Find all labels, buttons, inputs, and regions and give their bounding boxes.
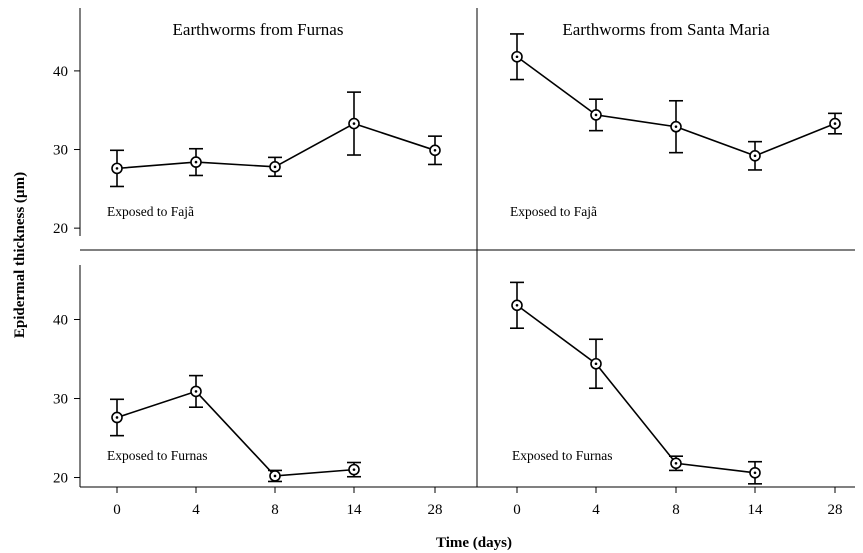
panel-title-furnas: Earthworms from Furnas <box>173 20 344 39</box>
bottom-right-xtick-label-14: 14 <box>748 502 764 518</box>
chart-marks: 20 30 40 20 30 40 0 4 8 14 28 0 4 8 14 28 <box>53 33 843 518</box>
top-left-point-center-4 <box>194 160 198 164</box>
x-axis-title: Time (days) <box>436 535 512 551</box>
top-left-point-center-14 <box>352 122 356 125</box>
bottom-right-point-center-4 <box>594 362 598 366</box>
bottom-right-point-center-8 <box>674 461 678 465</box>
panel-frame <box>79 8 855 488</box>
bottom-left-xtick-label-28: 28 <box>428 502 443 518</box>
top-left-ytick-label-40: 40 <box>53 64 68 80</box>
annotation-bottom-left: Exposed to Furnas <box>107 448 208 463</box>
bottom-left-point-center-8 <box>273 474 277 478</box>
bottom-left-xtick-label-4: 4 <box>192 502 200 518</box>
bottom-left-ytick-label-30: 30 <box>53 392 68 408</box>
annotation-top-right: Exposed to Fajã <box>510 204 597 219</box>
bottom-right-xtick-label-0: 0 <box>513 502 521 518</box>
y-axis-title: Epidermal thickness (µm) <box>12 172 28 338</box>
bottom-left-ytick-label-20: 20 <box>53 471 68 487</box>
bottom-left-series-line <box>116 390 355 477</box>
bottom-left-point-center-14 <box>352 468 356 471</box>
bottom-right-series-line <box>516 304 756 474</box>
top-right-point-center-14 <box>753 154 757 158</box>
bottom-right-point-center-14 <box>753 471 757 475</box>
bottom-left-xtick-label-8: 8 <box>271 502 279 518</box>
bottom-left-xtick-label-0: 0 <box>113 502 121 518</box>
top-right-point-center-8 <box>674 125 678 129</box>
bottom-right-xtick-label-28: 28 <box>828 502 843 518</box>
bottom-left-ytick-label-40: 40 <box>53 313 68 329</box>
bottom-right-point-center-0 <box>515 303 519 307</box>
top-left-point-center-8 <box>273 165 277 169</box>
bottom-left-xtick-label-14: 14 <box>347 502 363 518</box>
top-right-point-center-4 <box>594 113 598 117</box>
bottom-left-point-center-0 <box>115 416 119 419</box>
bottom-right-xtick-label-4: 4 <box>592 502 600 518</box>
panel-title-santa-maria: Earthworms from Santa Maria <box>562 20 770 39</box>
bottom-left-point-center-4 <box>194 390 198 393</box>
annotation-top-left: Exposed to Fajã <box>107 204 194 219</box>
top-left-point-center-0 <box>115 167 119 170</box>
top-right-point-center-28 <box>833 122 837 125</box>
bottom-right-xtick-label-8: 8 <box>672 502 680 518</box>
top-left-ytick-label-20: 20 <box>53 221 68 237</box>
annotation-bottom-right: Exposed to Furnas <box>512 448 613 463</box>
top-right-point-center-0 <box>515 55 519 59</box>
top-left-ytick-label-30: 30 <box>53 143 68 159</box>
top-left-point-center-28 <box>433 149 437 152</box>
